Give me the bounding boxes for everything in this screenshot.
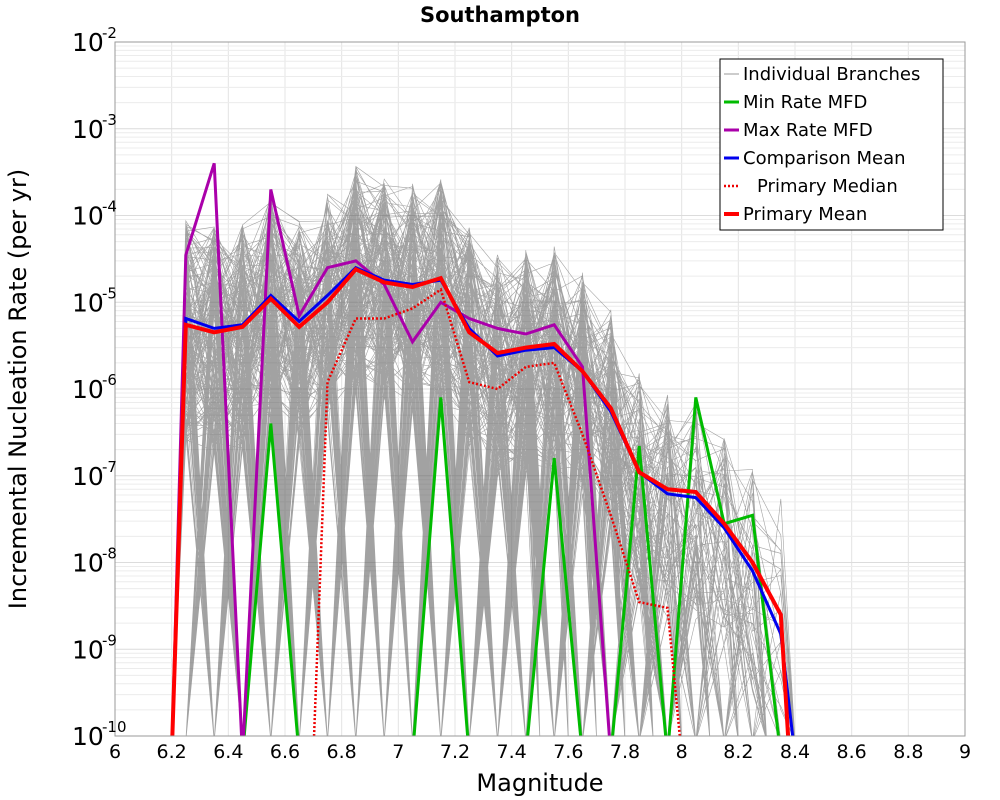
x-tick-label: 8.8 xyxy=(893,741,923,763)
y-tick-exponent: -7 xyxy=(102,458,117,476)
y-tick-exponent: -4 xyxy=(102,198,117,216)
y-tick-label: 10-2 xyxy=(72,24,117,57)
x-tick-label: 7.4 xyxy=(497,741,527,763)
y-tick-base: 10 xyxy=(72,288,104,317)
series-line-primary-median xyxy=(312,287,682,736)
x-tick-label: 9 xyxy=(959,741,971,763)
legend-items: Individual Branches Min Rate MFD Max Rate … xyxy=(724,64,920,225)
legend-label: Primary Median xyxy=(757,176,898,197)
x-axis-label: Magnitude xyxy=(476,769,603,797)
x-tick-label: 8.6 xyxy=(837,741,867,763)
y-tick-label: 10-9 xyxy=(72,631,117,664)
y-tick-label: 10-8 xyxy=(72,545,117,578)
series-layer xyxy=(170,162,795,736)
y-tick-label: 10-7 xyxy=(72,458,117,491)
y-tick-base: 10 xyxy=(72,28,104,57)
series-line-max-rate-mfd xyxy=(170,162,611,736)
y-tick-base: 10 xyxy=(72,635,104,664)
y-tick-exponent: -9 xyxy=(102,631,117,649)
legend-label: Max Rate MFD xyxy=(743,120,873,141)
series-line-primary-mean xyxy=(170,266,791,736)
y-axis-label: Incremental Nucleation Rate (per yr) xyxy=(4,169,32,609)
x-tick-label: 6.4 xyxy=(213,741,243,763)
x-tick-label: 7.2 xyxy=(440,741,470,763)
legend-label: Min Rate MFD xyxy=(743,92,867,113)
x-tick-label: 7 xyxy=(392,741,404,763)
y-tick-label: 10-10 xyxy=(72,718,127,751)
individual-branch-lines xyxy=(171,165,796,736)
x-tick-label: 8.4 xyxy=(780,741,810,763)
chart-title: Southampton xyxy=(420,3,580,27)
x-tick-label: 6 xyxy=(109,741,121,763)
y-tick-base: 10 xyxy=(72,375,104,404)
series-line-min-rate-mfd xyxy=(242,397,780,736)
legend-box xyxy=(719,58,944,231)
y-tick-exponent: -10 xyxy=(102,718,127,736)
y-tick-base: 10 xyxy=(72,115,104,144)
x-tick-label: 8.2 xyxy=(723,741,753,763)
x-tick-label: 7.8 xyxy=(610,741,640,763)
plot-frame xyxy=(114,41,966,737)
x-tick-labels: 6 6.2 6.4 6.6 6.8 7 7.2 7.4 7.6 7.8 8 8.2 8.4 8.6 8.8 9 xyxy=(109,741,971,763)
y-tick-exponent: -8 xyxy=(102,545,117,563)
y-tick-label: 10-3 xyxy=(72,111,117,144)
y-tick-labels: 10-210-310-410-510-610-710-810-910-10 xyxy=(72,24,127,751)
y-tick-label: 10-4 xyxy=(72,198,117,231)
y-tick-exponent: -5 xyxy=(102,284,117,302)
x-tick-label: 8 xyxy=(676,741,688,763)
individual-branches-layer xyxy=(171,165,796,736)
y-tick-base: 10 xyxy=(72,202,104,231)
y-tick-exponent: -3 xyxy=(102,111,117,129)
x-tick-label: 6.6 xyxy=(270,741,300,763)
y-tick-exponent: -6 xyxy=(102,371,117,389)
x-tick-label: 7.6 xyxy=(553,741,583,763)
y-tick-label: 10-5 xyxy=(72,284,117,317)
y-tick-label: 10-6 xyxy=(72,371,117,404)
legend: Individual Branches Min Rate MFD Max Rate … xyxy=(719,58,944,231)
y-tick-exponent: -2 xyxy=(102,24,117,42)
y-tick-base: 10 xyxy=(72,722,104,751)
legend-label: Individual Branches xyxy=(743,64,920,85)
y-tick-base: 10 xyxy=(72,462,104,491)
legend-label: Primary Mean xyxy=(743,204,867,225)
y-tick-base: 10 xyxy=(72,549,104,578)
x-tick-label: 6.2 xyxy=(157,741,187,763)
x-tick-label: 6.8 xyxy=(327,741,357,763)
legend-label: Comparison Mean xyxy=(743,148,906,169)
